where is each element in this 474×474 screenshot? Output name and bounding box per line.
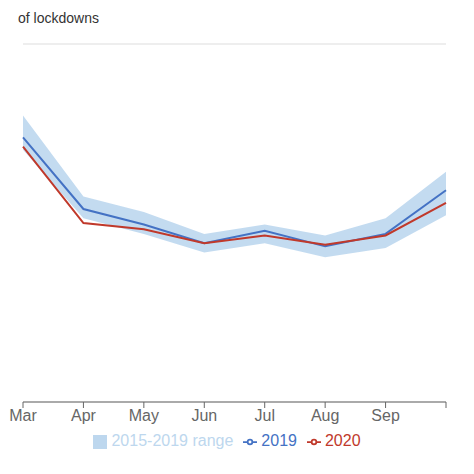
html-text:2015-2019 range: 2015-2019 range: [111, 432, 234, 449]
svg-text:Jul: Jul: [254, 407, 274, 424]
svg-text:Aug: Aug: [311, 407, 339, 424]
html-text:2019: 2019: [261, 432, 297, 449]
html-text:2020: 2020: [324, 432, 361, 449]
svg-text:Jun: Jun: [191, 407, 217, 424]
svg-text:May: May: [129, 407, 159, 424]
html-text:of lockdowns: of lockdowns: [18, 10, 99, 26]
svg-text:Sep: Sep: [371, 407, 400, 424]
svg-text:Mar: Mar: [9, 407, 37, 424]
svg-text:Apr: Apr: [71, 407, 97, 424]
